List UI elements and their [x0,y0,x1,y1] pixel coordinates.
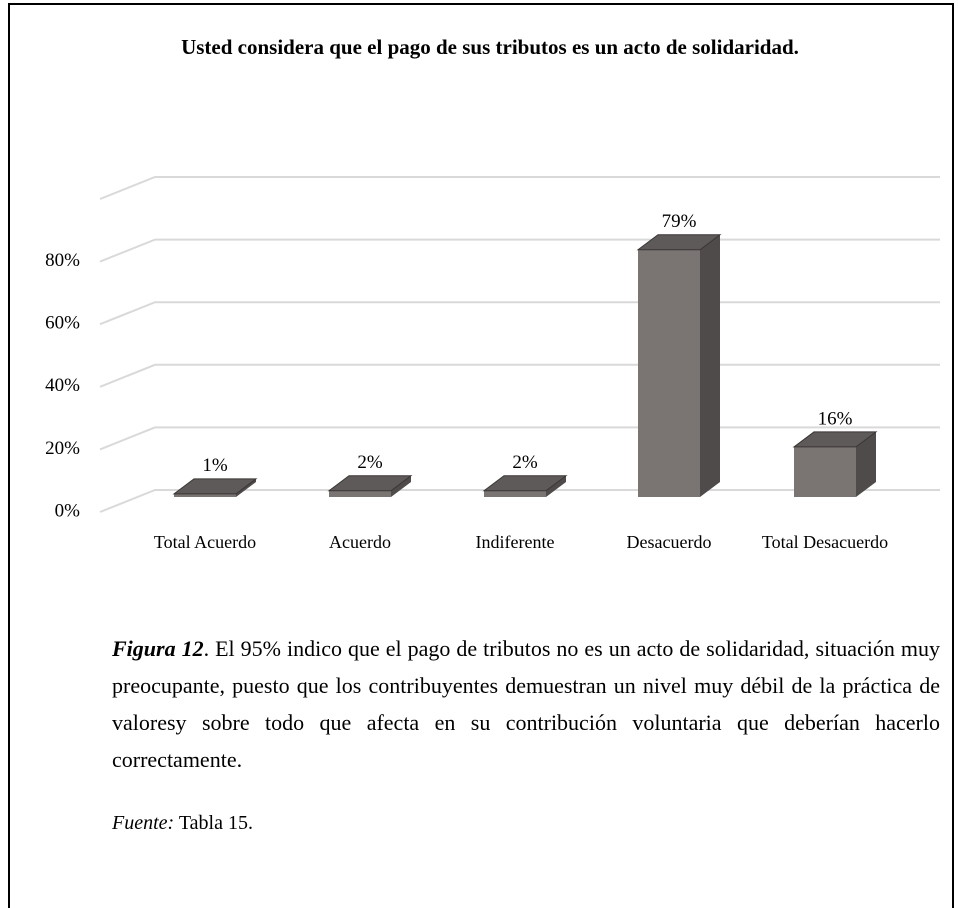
bar-front [794,446,856,497]
bar-front [329,490,391,497]
x-tick-label: Acuerdo [329,532,391,552]
chart-title: Usted considera que el pago de sus tribu… [181,35,799,59]
caption-text: . El 95% indico que el pago de tributos … [112,636,940,772]
y-tick-label: 60% [45,313,80,334]
grid-line [99,363,940,388]
source-text: Tabla 15. [174,812,253,834]
grid-line [99,301,940,326]
data-label: 1% [202,455,228,476]
bar-front [638,249,700,497]
grid-line [99,238,940,263]
bar-front [174,493,236,497]
bar-side [236,478,256,497]
bar-top [482,475,568,492]
bar-top [636,234,722,251]
bar-top [327,475,413,492]
x-tick-label: Desacuerdo [626,532,712,552]
source: Fuente: Tabla 15. [112,812,253,835]
data-label: 2% [512,452,538,473]
bar-top [792,431,878,448]
y-tick-label: 0% [55,500,81,521]
bar-side [856,431,876,497]
bar-top [172,478,258,495]
source-label: Fuente: [112,812,175,834]
x-tick-label: Total Acuerdo [153,532,257,552]
caption: Figura 12. El 95% indico que el pago de … [112,630,940,778]
frame [8,3,954,908]
bar-side [546,475,566,497]
grid-line [99,176,940,200]
chart: 0% 20% 40% 60% 80% 1% 2% 2% 79% 16% [45,176,940,521]
y-tick-label: 40% [45,375,80,396]
y-tick-label: 80% [45,250,80,271]
bar-side [391,475,411,497]
y-tick-label: 20% [45,438,80,459]
caption-label: Figura 12 [112,636,204,661]
data-label: 2% [357,452,383,473]
data-label: 16% [818,408,853,429]
x-tick-label: Total Desacuerdo [761,532,889,552]
bar-side [700,234,720,498]
data-label: 79% [662,211,697,232]
bar-front [484,490,546,497]
x-tick-label: Indiferente [475,532,555,552]
